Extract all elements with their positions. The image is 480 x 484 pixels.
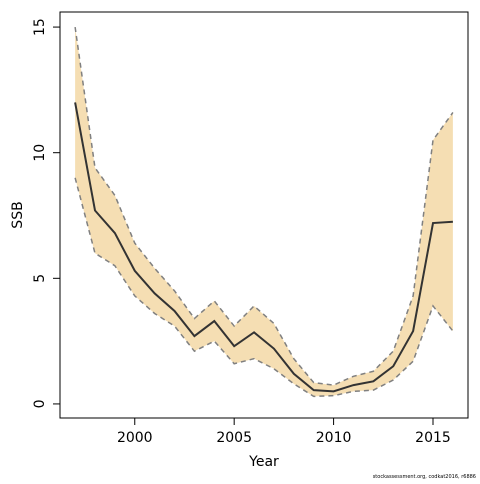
y-tick-label: 10	[32, 144, 48, 162]
x-axis-label: Year	[248, 454, 279, 470]
band-edge-lower	[74, 177, 454, 398]
x-tick-label: 2015	[415, 430, 451, 446]
x-tick-label: 2005	[216, 430, 252, 446]
estimate-line	[74, 102, 453, 393]
y-tick-label: 15	[32, 18, 48, 36]
y-tick-label: 0	[32, 399, 48, 408]
confidence-band	[75, 27, 453, 397]
y-axis-label: SSB	[10, 201, 26, 228]
footnote: stockassessment.org, codkat2016, r6886	[373, 474, 476, 480]
y-tick-label: 5	[32, 274, 48, 283]
x-tick-label: 2000	[117, 430, 153, 446]
x-tick-label: 2010	[316, 430, 352, 446]
band-edge-upper	[74, 26, 454, 386]
